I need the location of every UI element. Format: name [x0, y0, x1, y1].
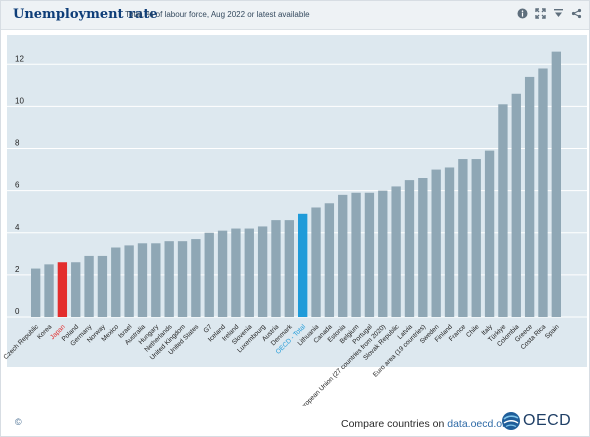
- y-tick-label: 0: [15, 307, 20, 316]
- bar: [151, 243, 161, 317]
- chart-subtitle: Total, % of labour force, Aug 2022 or la…: [125, 10, 310, 19]
- bar: [471, 159, 481, 317]
- bar: [191, 239, 201, 317]
- bar: [244, 228, 254, 317]
- bar: [391, 186, 401, 317]
- bar: [231, 228, 241, 317]
- y-tick-label: 8: [15, 139, 20, 148]
- bar: [284, 220, 294, 317]
- bar: [177, 241, 188, 317]
- bar: [271, 220, 281, 317]
- compare-prefix: Compare countries on: [341, 418, 445, 430]
- bar: [97, 255, 108, 317]
- y-tick-label: 4: [15, 223, 20, 232]
- bar: [298, 213, 308, 317]
- bar: [338, 194, 348, 317]
- bar: [204, 232, 214, 317]
- bar: [431, 169, 441, 317]
- chart-footer: © Compare countries on data.oecd.org OEC…: [1, 406, 589, 436]
- x-tick-label: Spain: [544, 323, 561, 340]
- chart-toolbar: [516, 7, 583, 20]
- oecd-logo-text: OECD: [523, 412, 572, 429]
- x-tick-label: Czech Republic: [2, 323, 40, 361]
- x-tick-label: G7: [202, 323, 213, 334]
- share-icon[interactable]: [570, 7, 583, 20]
- bar: [378, 190, 388, 317]
- data-oecd-link[interactable]: data.oecd.org: [447, 418, 512, 430]
- bar: [351, 192, 361, 317]
- bar: [418, 178, 428, 317]
- info-icon[interactable]: [516, 7, 529, 20]
- bar: [498, 104, 508, 318]
- bar: [404, 180, 415, 317]
- bar: [458, 159, 468, 317]
- bar: [364, 192, 375, 317]
- bar: [311, 207, 321, 317]
- bar: [31, 268, 41, 317]
- chart-title: Unemployment rate: [13, 7, 158, 22]
- bar: [551, 51, 561, 318]
- bar: [324, 203, 335, 317]
- bar: [511, 93, 521, 318]
- bar: [137, 243, 148, 317]
- x-tick-label: Chile: [465, 323, 481, 339]
- y-tick-label: 6: [15, 181, 20, 190]
- bar: [71, 262, 81, 317]
- bar: [538, 68, 548, 317]
- bar: [57, 262, 68, 317]
- y-tick-label: 2: [15, 265, 20, 274]
- bar: [44, 264, 54, 317]
- chart-header: Unemployment rate Total, % of labour for…: [1, 1, 589, 30]
- compare-countries: Compare countries on data.oecd.org: [341, 418, 511, 430]
- bar: [124, 245, 134, 317]
- bar: [217, 230, 228, 317]
- expand-icon[interactable]: [534, 7, 547, 20]
- y-tick-label: 12: [15, 54, 24, 63]
- bar: [164, 241, 174, 317]
- y-tick-label: 10: [15, 96, 24, 105]
- bar: [84, 255, 94, 317]
- oecd-globe-icon: [502, 412, 520, 430]
- copyright-link[interactable]: ©: [15, 417, 22, 427]
- bar: [484, 150, 495, 317]
- bar: [257, 226, 268, 317]
- bar: [444, 167, 455, 317]
- bar: [524, 76, 535, 317]
- oecd-logo[interactable]: OECD: [501, 411, 571, 431]
- download-icon[interactable]: [552, 7, 565, 20]
- bar: [111, 247, 121, 317]
